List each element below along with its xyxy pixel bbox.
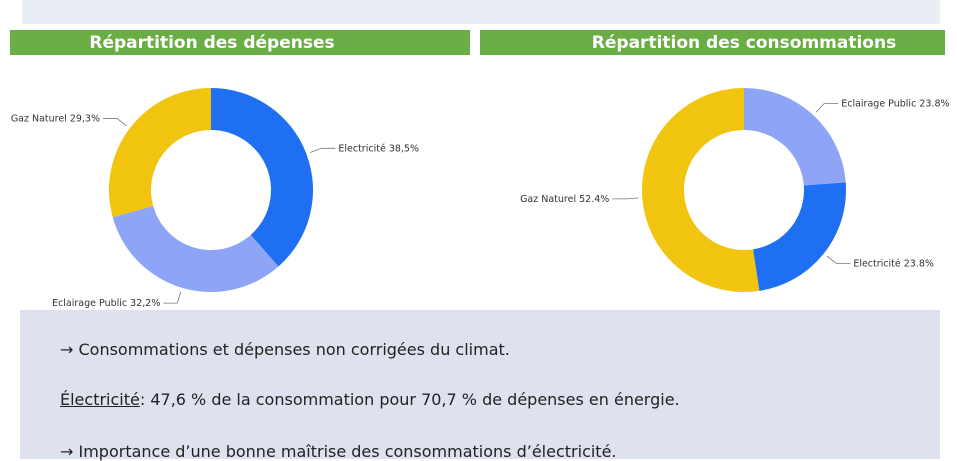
data-label: Eclairage Public 32,2% <box>52 298 160 309</box>
leader-line <box>612 197 639 200</box>
note-label: Électricité <box>60 390 140 409</box>
leader-line <box>103 118 127 127</box>
label-value: 32,2% <box>130 298 160 309</box>
slice <box>109 88 211 218</box>
header-bar <box>480 30 945 55</box>
slice <box>112 206 279 292</box>
notes-panel: → Consommations et dépenses non corrigée… <box>20 310 940 461</box>
header-bar <box>10 30 470 55</box>
label-category: Gaz Naturel <box>11 113 67 124</box>
leader-line <box>826 255 851 264</box>
label-category: Electricité <box>853 258 901 269</box>
leader-line <box>815 103 839 113</box>
slice <box>753 182 846 291</box>
slice <box>211 88 313 267</box>
data-label: Gaz Naturel 29,3% <box>11 113 100 124</box>
label-value: 38,5% <box>389 143 419 154</box>
note: → Importance d’une bonne maîtrise des co… <box>60 442 617 461</box>
chart-title: Répartition des consommations <box>592 33 896 53</box>
label-value: 29,3% <box>70 113 100 124</box>
slice <box>744 88 846 186</box>
leader-line <box>310 147 336 153</box>
label-category: Electricité <box>338 143 386 154</box>
slice <box>641 88 760 292</box>
note-text: : 47,6 % de la consommation pour 70,7 % … <box>139 390 680 409</box>
label-category: Gaz Naturel <box>520 193 576 204</box>
leader-line <box>163 291 182 304</box>
label-value: 23.8% <box>904 258 934 269</box>
label-value: 52.4% <box>579 193 609 204</box>
top-strip <box>22 0 940 24</box>
data-label: Gaz Naturel 52.4% <box>520 193 609 204</box>
data-label: Eclairage Public 23.8% <box>841 98 949 109</box>
chart-title: Répartition des dépenses <box>89 33 334 53</box>
note: → Consommations et dépenses non corrigée… <box>60 340 510 359</box>
label-category: Eclairage Public <box>841 98 916 109</box>
note: Électricité: 47,6 % de la consommation p… <box>60 390 680 409</box>
label-value: 23.8% <box>919 98 949 109</box>
data-label: Electricité 23.8% <box>853 258 934 269</box>
label-category: Eclairage Public <box>52 298 127 309</box>
data-label: Electricité 38,5% <box>338 143 419 154</box>
